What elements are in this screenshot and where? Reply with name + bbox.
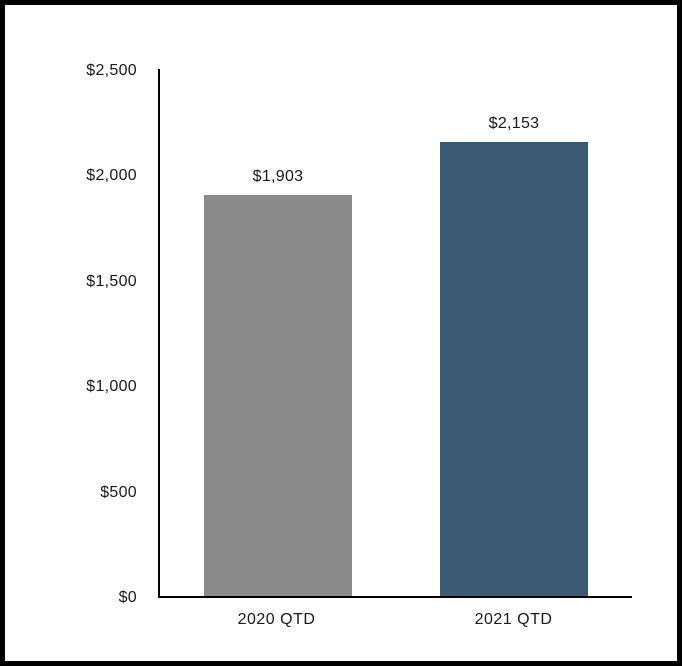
bar-value-label: $2,153: [488, 115, 540, 132]
y-tick-label: $1,500: [86, 272, 137, 290]
y-tick-label: $0: [118, 589, 137, 606]
bar: [440, 142, 588, 596]
bar-group: $1,903: [204, 69, 352, 596]
y-tick-label: $500: [100, 483, 137, 501]
x-axis-labels: 2020 QTD 2021 QTD: [158, 611, 632, 629]
x-category-label: 2020 QTD: [237, 611, 316, 628]
y-axis-labels: $0 $500 $1,000 $1,500 $2,000 $2,500: [5, 5, 137, 661]
y-tick-label: $1,000: [86, 378, 137, 396]
bar-value-label: $1,903: [252, 168, 304, 185]
bar-group: $2,153: [440, 69, 588, 596]
x-category-label: 2021 QTD: [474, 611, 553, 628]
bar: [204, 195, 352, 596]
plot-area: $1,903 $2,153: [158, 69, 632, 598]
y-tick-label: $2,000: [86, 167, 137, 185]
y-tick-label: $2,500: [86, 62, 137, 79]
